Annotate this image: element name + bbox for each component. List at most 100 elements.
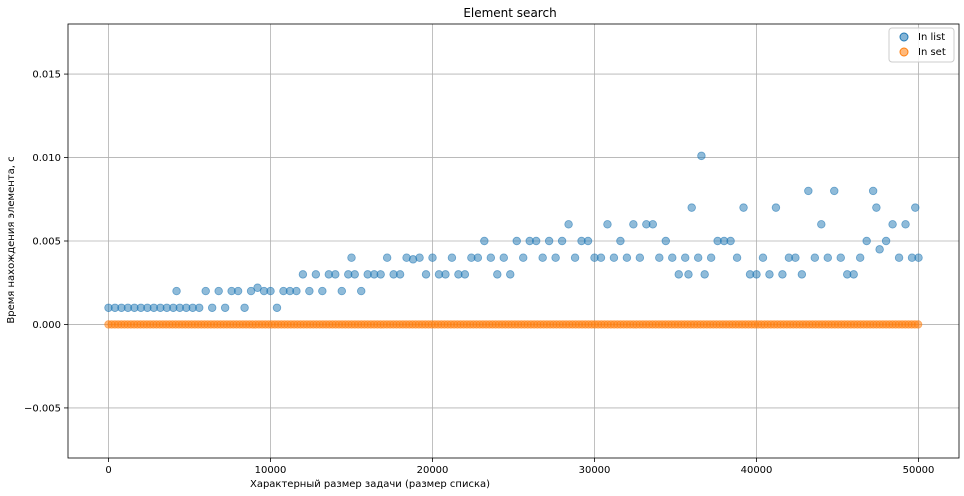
point-in-list <box>635 253 645 262</box>
legend-label-in-list: In list <box>918 32 945 43</box>
point-in-list <box>376 270 385 279</box>
point-in-list <box>888 220 897 229</box>
point-in-list <box>693 253 703 262</box>
point-in-list <box>583 236 593 246</box>
point-in-list <box>830 186 839 196</box>
point-in-list <box>849 270 858 279</box>
point-in-list <box>531 236 541 246</box>
point-in-list <box>538 253 547 262</box>
point-in-list <box>681 253 690 262</box>
point-in-list <box>648 220 658 229</box>
point-in-list <box>875 245 884 254</box>
legend-label-in-set: In set <box>918 47 946 58</box>
point-in-list <box>473 253 483 262</box>
point-in-list <box>240 303 249 312</box>
point-in-list <box>778 270 787 279</box>
legend: In list In set <box>888 27 955 63</box>
point-in-list <box>655 253 664 262</box>
y-axis-label: Время нахождения элемента, с <box>6 156 17 323</box>
series-in-set <box>104 320 923 329</box>
point-in-list <box>519 253 528 262</box>
point-in-list <box>266 286 275 296</box>
point-in-list <box>894 253 904 262</box>
point-in-list <box>609 253 619 262</box>
point-in-list <box>233 286 243 296</box>
point-in-list <box>544 236 554 246</box>
point-in-list <box>486 253 496 262</box>
point-in-list <box>214 286 223 296</box>
point-in-list <box>337 286 346 296</box>
y-tick-label: 0.005 <box>32 237 61 248</box>
y-axis: −0.005 0.000 0.005 0.010 0.015 <box>24 70 68 414</box>
point-in-list <box>697 151 706 161</box>
x-axis: 0 10000 20000 30000 40000 50000 <box>105 458 934 476</box>
x-tick-label: 0 <box>105 465 111 476</box>
point-in-list <box>674 270 683 279</box>
point-in-list <box>272 303 282 312</box>
point-in-list <box>706 253 716 262</box>
y-tick-label: 0.015 <box>32 70 61 81</box>
point-in-list <box>551 253 560 262</box>
point-in-list <box>603 220 612 229</box>
point-in-list <box>246 286 256 296</box>
point-in-list <box>791 253 800 262</box>
point-in-list <box>220 303 230 312</box>
point-in-list <box>493 270 502 279</box>
point-in-list <box>441 270 450 279</box>
point-in-list <box>804 186 813 196</box>
series-in-list <box>104 151 923 312</box>
point-in-list <box>855 253 865 262</box>
point-in-list <box>732 253 742 262</box>
point-in-list <box>512 236 521 246</box>
point-in-list <box>914 253 923 262</box>
point-in-list <box>758 253 768 262</box>
point-in-list <box>622 253 632 262</box>
point-in-list <box>823 253 832 262</box>
point-in-list <box>810 253 820 262</box>
point-in-list <box>862 236 871 246</box>
x-tick-label: 10000 <box>255 465 287 476</box>
point-in-list <box>253 283 262 292</box>
point-in-list <box>771 203 781 212</box>
point-in-list <box>836 253 845 262</box>
point-in-list <box>881 236 891 246</box>
point-in-list <box>570 253 580 262</box>
point-in-list <box>292 286 301 296</box>
point-in-list <box>311 270 321 279</box>
point-in-list <box>564 220 573 229</box>
point-in-list <box>797 270 807 279</box>
y-tick-label: −0.005 <box>24 403 61 414</box>
y-tick-label: 0.000 <box>32 320 61 331</box>
point-in-set <box>913 320 923 329</box>
point-in-list <box>752 270 761 279</box>
point-in-list <box>460 270 470 279</box>
point-in-list <box>668 253 677 262</box>
point-in-list <box>872 203 881 212</box>
point-in-list <box>557 236 567 246</box>
point-in-list <box>901 220 910 229</box>
point-in-list <box>415 253 424 262</box>
point-in-list <box>506 270 515 279</box>
point-in-list <box>911 203 920 212</box>
point-in-list <box>596 253 606 262</box>
point-in-list <box>480 236 489 246</box>
point-in-list <box>661 236 670 246</box>
point-in-list <box>201 286 210 296</box>
point-in-list <box>868 186 878 196</box>
point-in-list <box>765 270 774 279</box>
point-in-list <box>207 303 217 312</box>
point-in-list <box>629 220 638 229</box>
point-in-list <box>382 253 392 262</box>
x-tick-label: 20000 <box>417 465 449 476</box>
x-axis-label: Характерный размер задачи (размер списка… <box>250 479 490 490</box>
x-tick-label: 40000 <box>741 465 773 476</box>
point-in-list <box>347 253 356 262</box>
legend-marker-in-set <box>899 47 909 57</box>
plot-area <box>67 23 960 459</box>
y-tick-label: 0.010 <box>32 153 61 164</box>
chart-title: Element search <box>463 6 556 20</box>
x-tick-label: 30000 <box>579 465 611 476</box>
point-in-list <box>357 286 366 296</box>
point-in-list <box>687 203 696 212</box>
